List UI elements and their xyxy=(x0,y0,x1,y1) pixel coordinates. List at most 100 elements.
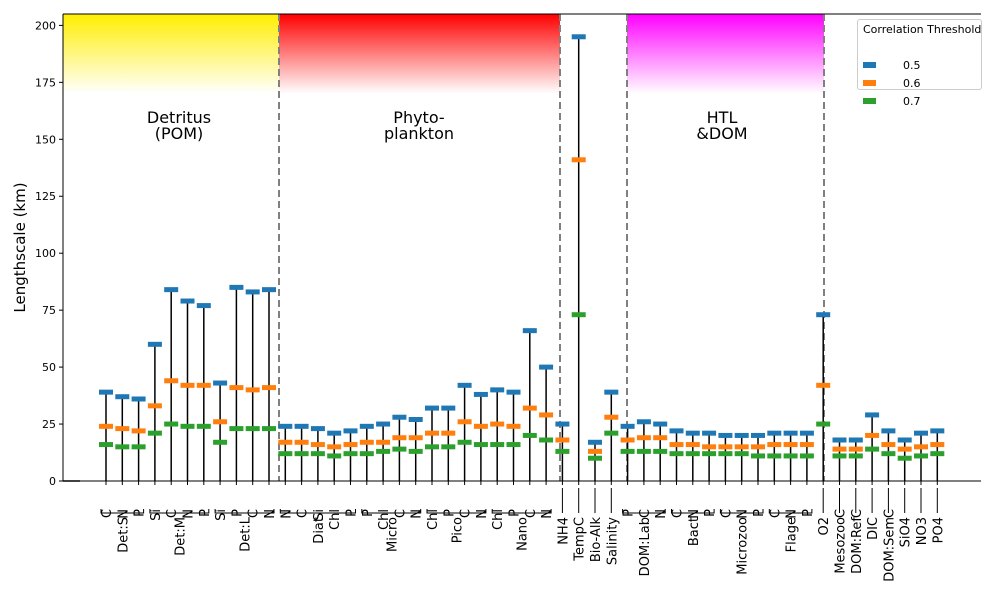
x-variable-label-0: Det:S xyxy=(116,517,131,553)
marker-0.7-19 xyxy=(408,448,423,454)
x-variable-label-10: Salinity xyxy=(605,517,620,565)
y-tick-label-150: 150 xyxy=(35,133,56,146)
marker-0.5-5 xyxy=(180,298,195,304)
marker-0.6-32 xyxy=(620,437,635,443)
x-sublabel-34: N xyxy=(654,509,669,519)
marker-0.6-2 xyxy=(131,428,146,434)
marker-0.7-27 xyxy=(539,437,554,443)
x-variable-label-1: Det:M xyxy=(173,517,188,556)
marker-0.7-15 xyxy=(343,451,358,457)
x-variable-label-19: DOM:Sem xyxy=(882,517,897,582)
marker-0.6-7 xyxy=(213,419,228,425)
marker-0.7-37 xyxy=(702,451,717,457)
x-variable-label-21: NO3 xyxy=(915,517,930,545)
x-variable-label-4: Micro xyxy=(385,517,400,552)
marker-0.7-44 xyxy=(816,421,831,427)
marker-0.5-42 xyxy=(783,430,798,436)
marker-0.7-51 xyxy=(930,451,945,457)
marker-0.7-45 xyxy=(832,453,847,459)
marker-0.6-4 xyxy=(164,378,179,384)
marker-0.6-42 xyxy=(783,442,798,448)
marker-0.5-43 xyxy=(799,430,814,436)
marker-0.7-42 xyxy=(783,453,798,459)
marker-0.7-38 xyxy=(718,451,733,457)
group-label-1-line-1: plankton xyxy=(384,124,454,143)
x-variable-label-2: Det:L xyxy=(239,516,254,551)
x-variable-label-11: DOM:Lab xyxy=(638,517,653,576)
x-sublabel-26: C xyxy=(524,509,539,518)
group-band-1 xyxy=(279,14,560,94)
legend-swatch-0.6 xyxy=(863,80,876,86)
marker-0.7-1 xyxy=(115,444,130,450)
x-sublabel-18: C xyxy=(393,509,408,518)
marker-0.5-28 xyxy=(555,421,570,427)
marker-0.7-28 xyxy=(555,448,570,454)
x-sublabel-41: C xyxy=(768,509,783,518)
marker-0.7-3 xyxy=(147,430,162,436)
marker-0.7-34 xyxy=(653,448,668,454)
x-sublabel-45: C xyxy=(834,509,849,518)
marker-0.6-45 xyxy=(832,446,847,452)
y-tick-label-0: 0 xyxy=(49,475,56,488)
marker-0.6-36 xyxy=(685,442,700,448)
y-tick-label-100: 100 xyxy=(35,247,56,260)
marker-0.6-0 xyxy=(99,423,113,429)
marker-0.7-11 xyxy=(278,451,293,457)
x-sublabel-24: Chl xyxy=(491,509,506,530)
marker-0.6-19 xyxy=(408,435,423,441)
marker-0.6-29 xyxy=(571,157,586,163)
x-sublabel-4: C xyxy=(165,509,180,518)
marker-0.7-4 xyxy=(164,421,179,427)
marker-0.5-44 xyxy=(816,312,831,318)
marker-0.6-14 xyxy=(327,444,342,450)
marker-0.7-7 xyxy=(213,439,228,445)
x-variable-label-12: Bact xyxy=(687,517,702,546)
marker-0.6-20 xyxy=(425,430,439,436)
marker-0.7-31 xyxy=(604,430,619,436)
x-sublabel-23: N xyxy=(475,509,490,519)
x-sublabel-17: Chl xyxy=(377,509,392,530)
marker-0.5-22 xyxy=(457,382,472,388)
x-sublabel-5: N xyxy=(182,509,197,519)
y-tick-label-175: 175 xyxy=(35,76,56,89)
x-variable-label-16: Mesozoo xyxy=(834,517,849,574)
marker-0.6-18 xyxy=(392,435,407,441)
marker-0.5-32 xyxy=(620,423,635,429)
marker-0.7-22 xyxy=(457,439,472,445)
marker-0.7-49 xyxy=(897,455,912,461)
marker-0.5-36 xyxy=(685,430,700,436)
marker-0.5-15 xyxy=(343,428,358,434)
group-label-3-line-1: &DOM xyxy=(696,124,747,143)
y-tick-label-50: 50 xyxy=(42,361,56,374)
y-tick-label-75: 75 xyxy=(42,304,56,317)
y-tick-label-200: 200 xyxy=(35,19,56,32)
marker-0.6-9 xyxy=(245,387,260,393)
y-axis-label: Lengthscale (km) xyxy=(11,182,29,312)
marker-0.5-46 xyxy=(848,437,863,443)
marker-0.7-36 xyxy=(685,451,700,457)
group-label-0-line-0: Detritus xyxy=(147,108,211,127)
marker-0.6-12 xyxy=(294,439,309,445)
marker-0.5-14 xyxy=(327,430,342,436)
x-variable-label-8: TempC xyxy=(573,517,588,562)
marker-0.5-0 xyxy=(99,389,113,395)
marker-0.5-23 xyxy=(473,391,488,397)
x-sublabel-0: C xyxy=(100,509,115,518)
marker-0.5-20 xyxy=(425,405,439,411)
marker-0.6-16 xyxy=(359,439,374,445)
marker-0.6-46 xyxy=(848,446,863,452)
x-variable-label-3: Diat xyxy=(312,517,327,544)
bracket-5 xyxy=(426,509,487,514)
marker-0.7-8 xyxy=(229,426,244,432)
marker-0.6-31 xyxy=(604,414,619,420)
x-sublabel-12: C xyxy=(296,509,311,518)
marker-0.6-6 xyxy=(196,382,211,388)
marker-0.5-1 xyxy=(115,394,130,400)
x-variable-label-6: Nano xyxy=(516,517,531,551)
marker-0.6-15 xyxy=(343,442,358,448)
x-sublabel-10: N xyxy=(263,509,278,519)
marker-0.6-24 xyxy=(490,421,505,427)
marker-0.6-13 xyxy=(310,442,325,448)
x-sublabel-48: C xyxy=(882,509,897,518)
